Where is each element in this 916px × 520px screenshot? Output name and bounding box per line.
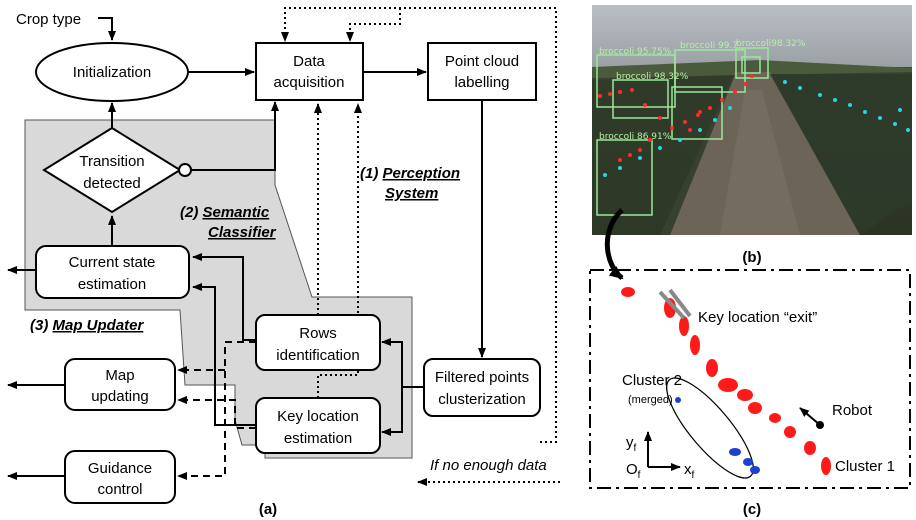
semantic-classifier-label: (2) Semantic — [180, 204, 270, 221]
x-axis-label: xf — [684, 461, 695, 481]
cluster-1-label: Cluster 1 — [835, 458, 895, 475]
panel-c: Key location “exit” Cluster 2 (merged) R… — [589, 269, 911, 518]
detection-label-3: broccoli98.32% — [736, 39, 806, 49]
transition-detected-line2: detected — [83, 175, 141, 192]
detection-box-6 — [671, 86, 723, 140]
transition-no-branch-circle — [178, 163, 192, 177]
semantic-classifier-label-2: Classifier — [208, 224, 277, 241]
keyloc-to-map-dashed — [177, 396, 256, 429]
key-location-exit-marker — [658, 288, 692, 320]
origin-label: Of — [626, 461, 641, 481]
cluster-1-points — [621, 287, 831, 475]
caption-b: (b) — [742, 249, 761, 266]
point-cloud-labelling-line2: labelling — [454, 74, 509, 91]
perception-system-label: (1) Perception — [360, 165, 460, 182]
key-location-line2: estimation — [284, 430, 352, 447]
point-cloud-labelling-line1: Point cloud — [445, 53, 519, 70]
crop-type-arrow — [98, 17, 116, 41]
robot-label: Robot — [832, 402, 873, 419]
map-updater-label: (3) Map Updater — [30, 317, 145, 334]
labelled-points — [598, 74, 910, 177]
rows-to-state-arrow — [192, 253, 256, 341]
data-acquisition-line1: Data — [293, 53, 325, 70]
data-acquisition-line2: acquisition — [274, 74, 345, 91]
initialization-label: Initialization — [73, 64, 151, 81]
cluster-2-ellipse — [666, 377, 754, 479]
cluster-2-label: Cluster 2 — [622, 372, 682, 389]
rows-identification-line1: Rows — [299, 325, 337, 342]
guidance-control-line2: control — [97, 481, 142, 498]
point-cloud-labelling-box — [427, 42, 537, 101]
key-location-line1: Key location — [277, 408, 359, 425]
detection-box-2 — [612, 79, 669, 119]
detection-label-5: broccoli 86.91% — [599, 132, 672, 142]
caption-c: (c) — [743, 501, 761, 518]
detection-box-7 — [596, 139, 653, 216]
detection-label-4: broccoli 98.32% — [616, 72, 689, 82]
detection-label-2: broccoli 99.7 — [680, 41, 738, 51]
keyloc-to-acquisition-dotted — [317, 103, 362, 398]
feedback-loop-outer — [281, 7, 557, 443]
cluster-2-merged-label: (merged) — [628, 394, 673, 406]
photo-to-map-arrow — [604, 208, 624, 280]
transition-to-acquisition-arrow — [191, 101, 279, 171]
panel-c-frame — [589, 269, 911, 489]
clusterization-to-keyloc-arrow — [381, 387, 403, 436]
key-location-exit-label: Key location “exit” — [698, 309, 817, 326]
panel-a: Crop type Initialization Data acquisitio… — [7, 7, 560, 518]
rows-identification-line2: identification — [276, 347, 359, 364]
perception-system-label-2: System — [385, 185, 438, 202]
rows-to-guidance-dashed — [177, 341, 256, 480]
cluster-2-points — [675, 397, 760, 474]
detection-box-3 — [674, 49, 746, 93]
panel-b: broccoli 95.75% broccoli 99.7 broccoli98… — [592, 5, 912, 266]
clusterization-to-rows-arrow — [381, 338, 424, 388]
transition-detected-line1: Transition — [79, 153, 144, 170]
clusterization-line2: clusterization — [438, 391, 526, 408]
clusterization-line1: Filtered points — [435, 369, 529, 386]
detection-label-1: broccoli 95.75% — [599, 47, 672, 57]
data-acquisition-box — [255, 42, 364, 101]
no-enough-data-label: If no enough data — [430, 457, 547, 474]
robot-heading-arrow — [799, 407, 821, 426]
caption-a: (a) — [259, 501, 277, 518]
guidance-control-line1: Guidance — [88, 460, 152, 477]
current-state-line2: estimation — [78, 276, 146, 293]
map-updating-line2: updating — [91, 388, 149, 405]
crop-type-label: Crop type — [16, 11, 81, 28]
current-state-line1: Current state — [69, 254, 156, 271]
feedback-loop-inner — [346, 8, 401, 42]
y-axis-label: yf — [626, 434, 637, 454]
transition-detected-diamond — [42, 126, 182, 214]
map-updating-line1: Map — [105, 367, 134, 384]
detection-box-5 — [741, 56, 761, 74]
